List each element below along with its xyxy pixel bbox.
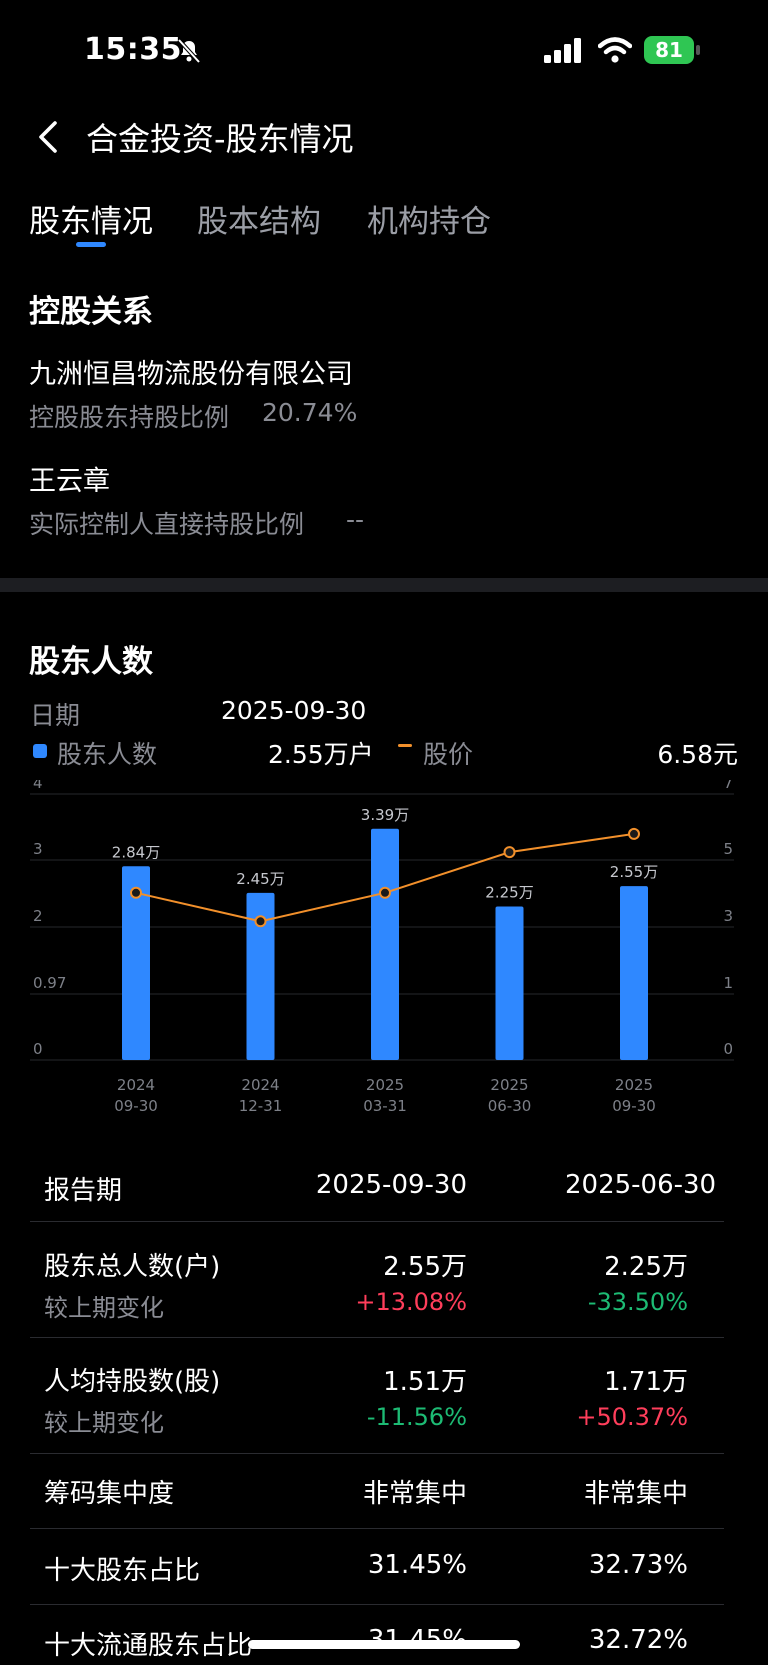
shareholder-chart: 0 0.97 2 3 4 0 1 3 5 7 2.84万 2.45万 3.39万 2.25万 2.55万 20… — [30, 780, 734, 1115]
active-tab-indicator — [76, 242, 106, 247]
y-left-tick-label: 3 — [33, 840, 43, 858]
row-divider — [30, 1604, 724, 1605]
bell-muted-icon — [177, 38, 201, 64]
legend-price-label: 股价 — [423, 740, 474, 769]
price-point — [503, 846, 516, 859]
y-right-tick-label: 0 — [723, 1040, 733, 1058]
shareholder-count-bar — [620, 886, 648, 1060]
tab-shareholders[interactable]: 股东情况 — [29, 204, 153, 240]
date-value: 2025-09-30 — [221, 696, 367, 725]
row-top10-float-col2: 32.72% — [588, 1625, 688, 1655]
price-point — [379, 886, 391, 899]
row-top10-label: 十大股东占比 — [44, 1556, 201, 1586]
y-right-tick-label: 5 — [723, 840, 733, 858]
row-avg-holding-change-col1: -11.56% — [366, 1403, 467, 1431]
row-top10-col2: 32.73% — [588, 1550, 688, 1580]
row-concentration-col2: 非常集中 — [583, 1479, 688, 1509]
row-total-holders-col1: 2.55万 — [383, 1252, 467, 1282]
shareholder-count-bar — [371, 828, 399, 1060]
table-header-col1: 2025-09-30 — [315, 1170, 467, 1200]
x-tick-label: 2024 09-30 — [114, 1076, 158, 1115]
bar-value-label: 2.45万 — [236, 870, 284, 888]
actual-controller-name: 王云章 — [29, 466, 110, 497]
x-tick-label: 2025 03-31 — [363, 1076, 407, 1115]
row-avg-holding-label: 人均持股数(股) — [44, 1367, 221, 1397]
back-chevron-icon[interactable] — [36, 120, 60, 154]
tab-institutional-holdings[interactable]: 机构持仓 — [367, 204, 491, 240]
row-total-holders-change-col1: +13.08% — [355, 1288, 467, 1316]
row-top10-float-label: 十大流通股东占比 — [44, 1631, 253, 1661]
bar-value-label: 2.25万 — [485, 884, 533, 902]
legend-price-swatch — [398, 744, 412, 747]
controlling-ratio-label: 控股股东持股比例 — [29, 403, 230, 432]
row-avg-holding-change-label: 较上期变化 — [44, 1409, 164, 1437]
legend-price-value: 6.58元 — [657, 740, 738, 769]
actual-ratio-label: 实际控制人直接持股比例 — [29, 510, 305, 539]
home-indicator[interactable] — [248, 1640, 520, 1649]
holding-section-title: 控股关系 — [29, 294, 153, 330]
row-avg-holding-change-col2: +50.37% — [576, 1403, 688, 1431]
shareholder-count-title: 股东人数 — [29, 644, 153, 680]
row-total-holders-change-label: 较上期变化 — [44, 1294, 164, 1322]
page-title: 合金投资-股东情况 — [86, 120, 354, 158]
battery-indicator: 81 — [644, 36, 700, 66]
price-point — [130, 886, 142, 899]
bar-value-label: 2.84万 — [112, 843, 160, 861]
table-header-label: 报告期 — [44, 1176, 123, 1206]
legend-count-label: 股东人数 — [57, 740, 158, 769]
x-tick-label: 2025 09-30 — [612, 1076, 656, 1115]
legend-count-value: 2.55万户 — [268, 740, 374, 769]
bar-value-label: 2.55万 — [610, 863, 658, 881]
row-concentration-col1: 非常集中 — [362, 1479, 467, 1509]
shareholder-count-bar — [246, 892, 275, 1060]
wifi-icon — [598, 37, 632, 63]
date-label: 日期 — [30, 701, 81, 730]
bar-value-label: 3.39万 — [361, 806, 409, 824]
row-divider — [30, 1528, 724, 1529]
table-header-col2: 2025-06-30 — [565, 1170, 717, 1200]
y-right-tick-label: 7 — [723, 780, 733, 792]
row-top10-col1: 31.45% — [367, 1550, 467, 1580]
x-tick-label: 2024 12-31 — [239, 1076, 283, 1115]
shareholder-table: 报告期 2025-09-30 2025-06-30 股东总人数(户) 2.55万… — [0, 1160, 724, 1665]
battery-level: 81 — [655, 38, 683, 62]
row-divider — [30, 1337, 724, 1338]
shareholder-count-bar — [495, 906, 524, 1060]
y-right-tick-label: 3 — [723, 907, 733, 925]
price-point — [628, 827, 640, 840]
price-point — [254, 915, 267, 928]
row-divider — [30, 1453, 724, 1454]
controlling-ratio-value: 20.74% — [262, 398, 358, 427]
row-avg-holding-col1: 1.51万 — [383, 1367, 467, 1397]
section-divider — [0, 578, 768, 592]
status-time: 15:35 — [84, 32, 182, 67]
y-right-tick-label: 1 — [723, 974, 733, 992]
row-avg-holding-col2: 1.71万 — [604, 1367, 688, 1397]
shareholder-count-bar — [122, 866, 150, 1060]
controlling-holder-name: 九洲恒昌物流股份有限公司 — [29, 359, 353, 390]
x-tick-label: 2025 06-30 — [488, 1076, 532, 1115]
actual-ratio-value: -- — [346, 505, 365, 534]
tab-share-structure[interactable]: 股本结构 — [197, 204, 321, 240]
y-left-tick-label: 0 — [33, 1040, 43, 1058]
row-total-holders-col2: 2.25万 — [604, 1252, 688, 1282]
row-total-holders-label: 股东总人数(户) — [44, 1252, 221, 1282]
y-left-tick-label: 0.97 — [33, 974, 66, 992]
legend-count-swatch — [33, 744, 47, 758]
row-concentration-label: 筹码集中度 — [44, 1479, 175, 1509]
y-left-tick-label: 2 — [33, 907, 43, 925]
cellular-signal-icon — [544, 38, 581, 63]
row-divider — [30, 1221, 724, 1222]
y-left-tick-label: 4 — [33, 780, 43, 792]
row-total-holders-change-col2: -33.50% — [587, 1288, 688, 1316]
